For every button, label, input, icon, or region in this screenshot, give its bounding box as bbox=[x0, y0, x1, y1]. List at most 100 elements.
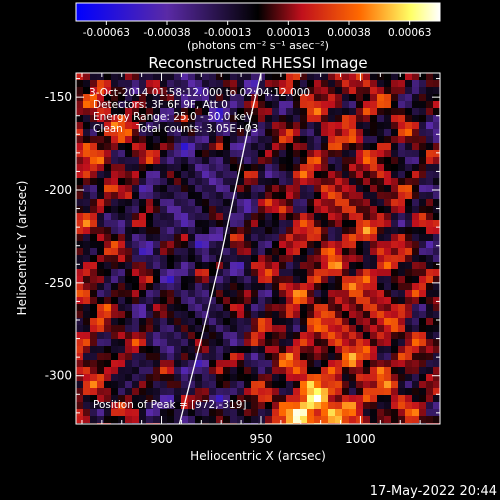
heatmap-cell bbox=[370, 101, 377, 108]
heatmap-cell bbox=[293, 360, 300, 367]
heatmap-cell bbox=[412, 360, 419, 367]
heatmap-cell bbox=[370, 360, 377, 367]
heatmap-cell bbox=[314, 234, 321, 241]
heatmap-cell bbox=[104, 122, 111, 129]
heatmap-cell bbox=[223, 171, 230, 178]
heatmap-cell bbox=[167, 339, 174, 346]
heatmap-cell bbox=[258, 227, 265, 234]
heatmap-cell bbox=[363, 283, 370, 290]
heatmap-cell bbox=[265, 227, 272, 234]
heatmap-cell bbox=[279, 332, 286, 339]
heatmap-cell bbox=[363, 262, 370, 269]
annotation-energy-range: Energy Range: 25.0 - 50.0 keV bbox=[93, 111, 254, 123]
heatmap-cell bbox=[181, 143, 188, 150]
heatmap-cell bbox=[328, 388, 335, 395]
heatmap-cell bbox=[76, 115, 83, 122]
heatmap-cell bbox=[265, 143, 272, 150]
heatmap-cell bbox=[90, 199, 97, 206]
heatmap-cell bbox=[335, 185, 342, 192]
heatmap-cell bbox=[272, 297, 279, 304]
heatmap-cell bbox=[139, 136, 146, 143]
heatmap-cell bbox=[160, 220, 167, 227]
heatmap-cell bbox=[391, 157, 398, 164]
heatmap-cell bbox=[83, 297, 90, 304]
heatmap-cell bbox=[111, 185, 118, 192]
heatmap-cell bbox=[237, 360, 244, 367]
heatmap-cell bbox=[181, 220, 188, 227]
heatmap-cell bbox=[349, 381, 356, 388]
heatmap-cell bbox=[321, 311, 328, 318]
heatmap-cell bbox=[153, 171, 160, 178]
heatmap-cell bbox=[97, 255, 104, 262]
heatmap-cell bbox=[216, 143, 223, 150]
heatmap-cell bbox=[377, 150, 384, 157]
heatmap-cell bbox=[132, 402, 139, 409]
heatmap-cell bbox=[97, 311, 104, 318]
heatmap-cell bbox=[104, 192, 111, 199]
heatmap-cell bbox=[209, 206, 216, 213]
heatmap-cell bbox=[356, 80, 363, 87]
heatmap-cell bbox=[118, 129, 125, 136]
heatmap-cell bbox=[286, 213, 293, 220]
heatmap-cell bbox=[412, 416, 419, 423]
heatmap-cell bbox=[160, 87, 167, 94]
heatmap-cell bbox=[216, 332, 223, 339]
heatmap-cell bbox=[153, 192, 160, 199]
heatmap-cell bbox=[419, 276, 426, 283]
heatmap-cell bbox=[293, 290, 300, 297]
heatmap-cell bbox=[90, 297, 97, 304]
heatmap-cell bbox=[167, 101, 174, 108]
heatmap-cell bbox=[76, 248, 83, 255]
heatmap-cell bbox=[321, 402, 328, 409]
heatmap-cell bbox=[202, 143, 209, 150]
heatmap-cell bbox=[174, 206, 181, 213]
heatmap-cell bbox=[76, 395, 83, 402]
heatmap-cell bbox=[188, 325, 195, 332]
heatmap-cell bbox=[265, 353, 272, 360]
heatmap-cell bbox=[314, 262, 321, 269]
heatmap-cell bbox=[419, 220, 426, 227]
heatmap-cell bbox=[391, 311, 398, 318]
heatmap-cell bbox=[216, 353, 223, 360]
heatmap-cell bbox=[307, 255, 314, 262]
heatmap-cell bbox=[328, 339, 335, 346]
heatmap-cell bbox=[405, 94, 412, 101]
heatmap-cell bbox=[174, 185, 181, 192]
heatmap-cell bbox=[405, 108, 412, 115]
heatmap-cell bbox=[244, 416, 251, 423]
heatmap-cell bbox=[76, 388, 83, 395]
heatmap-cell bbox=[356, 115, 363, 122]
heatmap-cell bbox=[321, 374, 328, 381]
heatmap-cell bbox=[118, 94, 125, 101]
heatmap-cell bbox=[97, 80, 104, 87]
heatmap-cell bbox=[202, 395, 209, 402]
heatmap-cell bbox=[405, 304, 412, 311]
heatmap-cell bbox=[230, 94, 237, 101]
heatmap-cell bbox=[356, 318, 363, 325]
heatmap-cell bbox=[146, 367, 153, 374]
heatmap-cell bbox=[412, 73, 419, 80]
heatmap-cell bbox=[286, 185, 293, 192]
heatmap-cell bbox=[118, 122, 125, 129]
heatmap-cell bbox=[433, 143, 440, 150]
heatmap-cell bbox=[202, 269, 209, 276]
heatmap-cell bbox=[300, 388, 307, 395]
heatmap-cell bbox=[195, 262, 202, 269]
heatmap-cell bbox=[307, 227, 314, 234]
heatmap-cell bbox=[370, 297, 377, 304]
heatmap-cell bbox=[90, 164, 97, 171]
heatmap-cell bbox=[377, 332, 384, 339]
heatmap-cell bbox=[293, 150, 300, 157]
heatmap-cell bbox=[258, 248, 265, 255]
heatmap-cell bbox=[258, 395, 265, 402]
heatmap-cell bbox=[433, 332, 440, 339]
heatmap-cell bbox=[223, 283, 230, 290]
heatmap-cell bbox=[153, 115, 160, 122]
heatmap-cell bbox=[419, 192, 426, 199]
heatmap-cell bbox=[307, 395, 314, 402]
heatmap-cell bbox=[363, 108, 370, 115]
heatmap-cell bbox=[258, 353, 265, 360]
heatmap-cell bbox=[181, 311, 188, 318]
heatmap-cell bbox=[356, 339, 363, 346]
heatmap-cell bbox=[188, 101, 195, 108]
